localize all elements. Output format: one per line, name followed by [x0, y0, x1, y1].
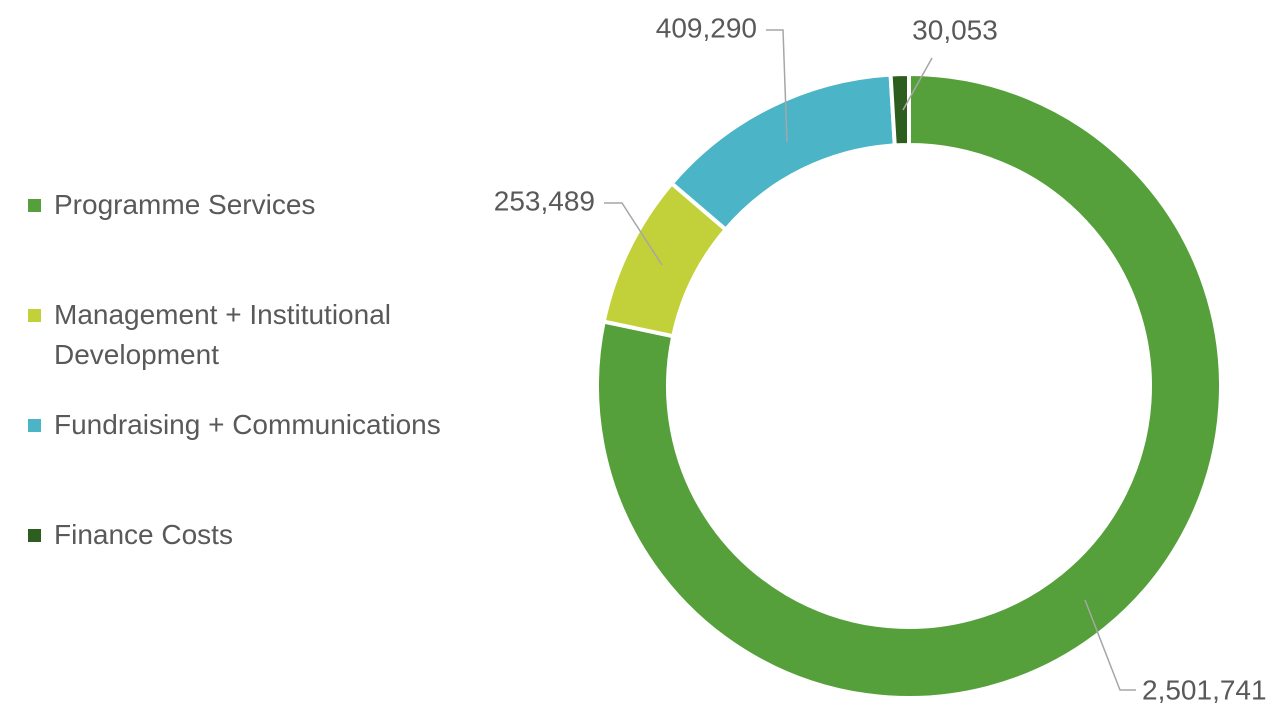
legend-swatch	[28, 419, 41, 432]
data-label: 2,501,741	[1142, 674, 1267, 705]
donut-slice	[888, 71, 911, 148]
donut-slice	[668, 72, 897, 233]
leader-line	[1084, 599, 1136, 691]
leader-line	[766, 29, 788, 143]
legend-label: Fundraising + Communications	[54, 409, 441, 440]
legend-swatch	[28, 199, 41, 212]
legend-item: Fundraising + Communications	[28, 405, 474, 445]
legend-label: Management + Institutional Development	[54, 299, 391, 370]
legend-label: Finance Costs	[54, 519, 233, 550]
data-label: 253,489	[494, 185, 595, 216]
legend-item: Programme Services	[28, 185, 474, 225]
legend-swatch	[28, 529, 41, 542]
data-label: 409,290	[656, 12, 757, 43]
leader-line	[604, 202, 663, 266]
data-label: 30,053	[912, 14, 998, 45]
legend-swatch	[28, 309, 41, 322]
legend-label: Programme Services	[54, 189, 316, 220]
legend-item: Management + Institutional Development	[28, 295, 474, 375]
leader-line	[902, 57, 933, 111]
legend-item: Finance Costs	[28, 515, 474, 555]
donut-slice	[595, 71, 1223, 700]
